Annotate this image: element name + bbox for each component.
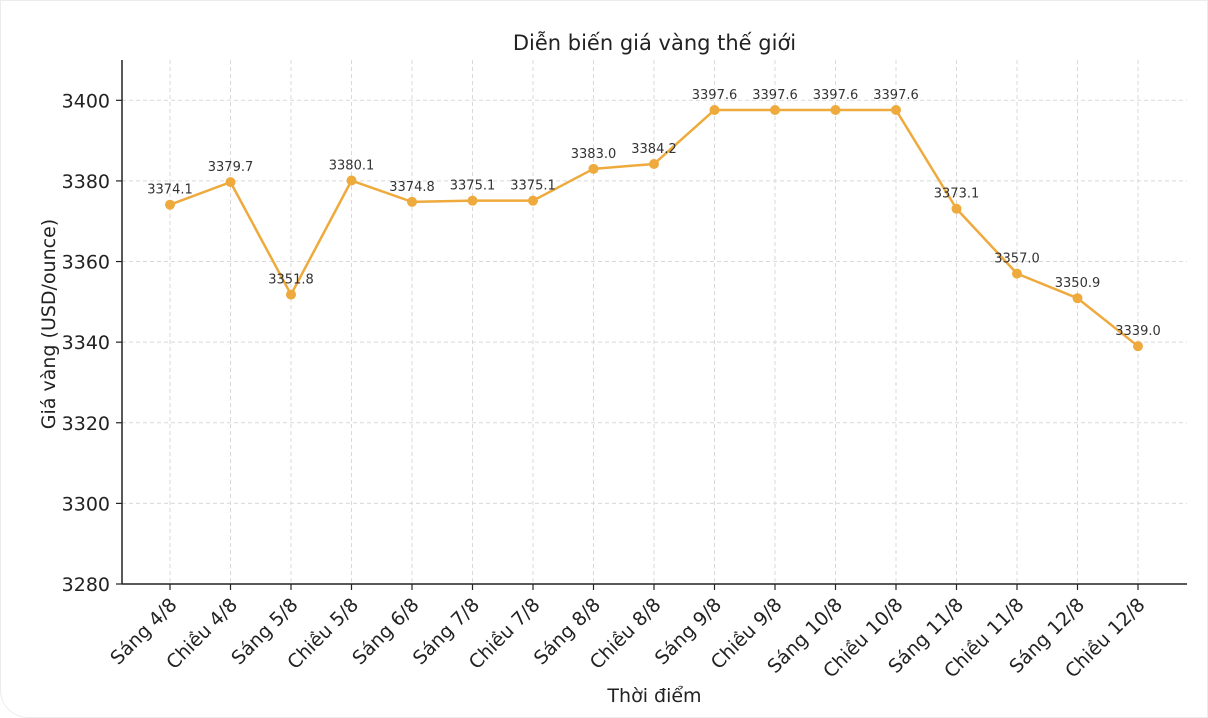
y-axis-label: Giá vàng (USD/ounce) <box>38 219 60 429</box>
data-label: 3397.6 <box>873 88 919 103</box>
data-point <box>528 195 538 206</box>
data-point <box>709 104 720 115</box>
data-point <box>951 203 962 214</box>
data-label: 3374.1 <box>147 183 193 198</box>
data-point <box>407 196 417 207</box>
data-label: 3350.9 <box>1055 276 1101 291</box>
data-point <box>467 195 478 206</box>
data-label: 3384.2 <box>631 142 677 157</box>
data-label: 3383.0 <box>571 147 617 162</box>
data-point <box>1012 268 1022 279</box>
data-point <box>1133 341 1143 352</box>
data-label: 3374.8 <box>389 180 435 195</box>
data-labels: 3374.1 3379.7 3351.8 3380.1 3374.8 3375.1 3375… <box>147 88 1161 339</box>
y-tick-label: 3300 <box>62 493 110 515</box>
y-tick-label: 3380 <box>62 171 110 193</box>
data-label: 3397.6 <box>752 88 798 103</box>
data-point <box>225 177 236 188</box>
data-point <box>165 199 175 210</box>
data-point <box>830 104 841 115</box>
data-point <box>1072 293 1083 304</box>
y-tick-label: 3320 <box>62 413 110 435</box>
data-point <box>346 175 357 186</box>
data-point <box>770 104 780 115</box>
y-tick-label: 3280 <box>62 574 110 596</box>
data-label: 3397.6 <box>692 88 738 103</box>
data-label: 3397.6 <box>813 88 859 103</box>
data-label: 3373.1 <box>934 187 980 202</box>
data-point <box>649 158 659 169</box>
data-label: 3339.0 <box>1115 324 1161 339</box>
grid-lines <box>122 60 1187 585</box>
data-label: 3357.0 <box>994 252 1040 267</box>
y-tick-label: 3360 <box>62 252 110 274</box>
data-label: 3375.1 <box>510 179 556 194</box>
y-tick-label: 3400 <box>62 90 110 112</box>
data-point <box>286 289 296 300</box>
x-axis-label: Thời điểm <box>606 685 701 707</box>
data-label: 3379.7 <box>208 160 254 175</box>
series-group <box>165 104 1143 352</box>
data-point <box>588 163 599 174</box>
y-ticks: 3280 3300 3320 3340 3360 3380 3400 <box>62 90 122 596</box>
data-label: 3351.8 <box>268 273 314 288</box>
data-point <box>891 104 901 115</box>
data-label: 3375.1 <box>450 179 496 194</box>
data-label: 3380.1 <box>329 159 375 174</box>
y-tick-label: 3340 <box>62 332 110 354</box>
chart-title: Diễn biến giá vàng thế giới <box>513 30 796 55</box>
